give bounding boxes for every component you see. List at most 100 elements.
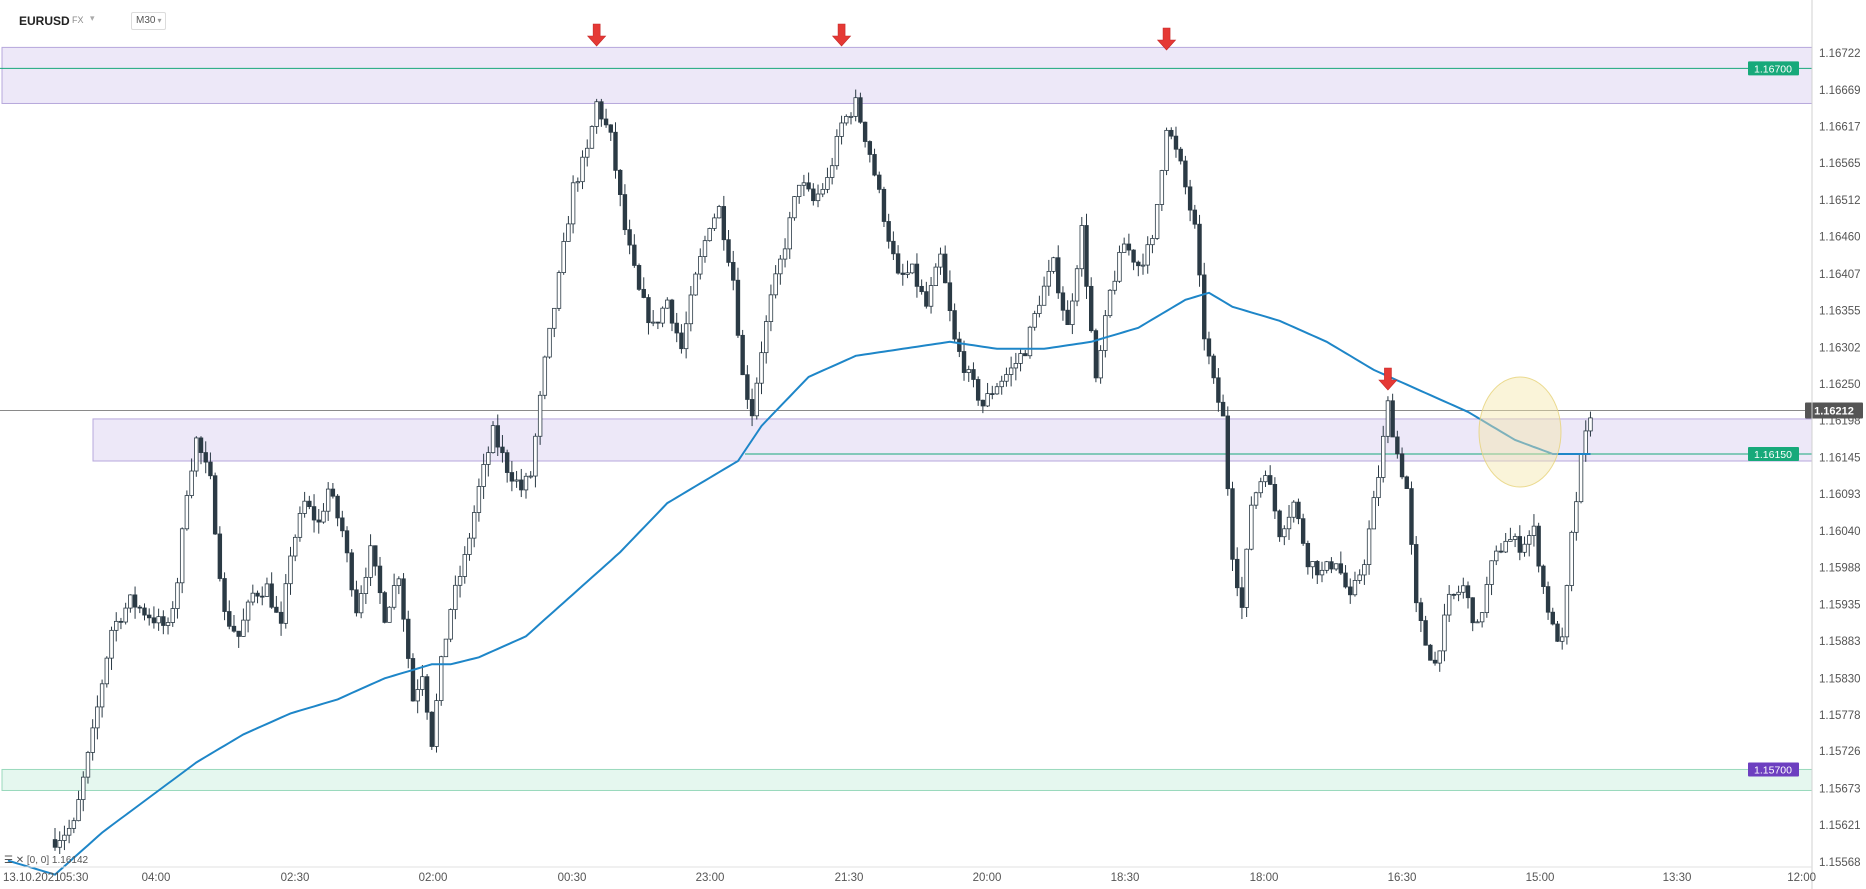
candle-body (1145, 244, 1150, 266)
candle-body (994, 386, 1000, 395)
candle-body (1187, 186, 1193, 211)
candle-body (980, 399, 986, 407)
candle-body (1178, 148, 1183, 162)
candle-body (957, 338, 962, 352)
candle-body (1060, 292, 1066, 311)
moving-average-line (7, 291, 1591, 876)
candle-body (424, 676, 430, 713)
candle-body (401, 578, 406, 620)
candle-body (1216, 377, 1221, 403)
candle-body (589, 126, 595, 149)
candle-body (1225, 415, 1230, 490)
candle-body (999, 380, 1004, 388)
candle-body (792, 196, 797, 219)
candle-body (971, 369, 976, 380)
y-tick-label: 1.16040 (1819, 526, 1861, 538)
candle-body (914, 263, 920, 287)
candle-body (1244, 548, 1249, 608)
candle-body (698, 256, 703, 275)
candle-body (439, 656, 444, 702)
candle-body (429, 711, 434, 747)
candle-body (509, 472, 515, 482)
candle-body (1371, 497, 1376, 530)
candle-body (938, 253, 943, 268)
symbol-label[interactable]: EURUSD (19, 14, 70, 28)
candle-body (608, 124, 613, 133)
candle-body (1051, 257, 1056, 272)
moving-average-layer (7, 291, 1591, 876)
candle-body (495, 425, 500, 448)
candle-body (618, 169, 623, 195)
candle-body (731, 261, 736, 281)
candle-body (566, 223, 571, 242)
candle-body (194, 437, 199, 472)
candle-body (1136, 261, 1141, 267)
menu-icon[interactable]: ☰ ✕ (4, 855, 27, 866)
candle-body (1508, 539, 1513, 542)
candle-body (288, 555, 293, 585)
indicator-value: [0, 0] 1.16142 (26, 855, 89, 866)
candle-body (1381, 435, 1386, 478)
candle-body (1357, 574, 1362, 581)
candle-body (1267, 475, 1273, 485)
candle-body (674, 322, 679, 334)
candle-body (71, 820, 77, 829)
x-tick-label: 23:00 (696, 872, 725, 884)
candle-body (1089, 285, 1094, 332)
candle-body (146, 614, 152, 619)
candle-body (85, 752, 91, 778)
candle-body (726, 239, 731, 263)
candle-body (354, 589, 359, 614)
candle-body (373, 545, 378, 567)
candle-body (1574, 501, 1579, 533)
candle-body (1409, 488, 1414, 545)
candle-body (1494, 550, 1499, 562)
candle-body (340, 517, 345, 532)
y-tick-label: 1.16565 (1819, 158, 1861, 170)
candle-body (344, 530, 350, 554)
level-label-bg (1748, 446, 1799, 461)
current-price-label: 1.16212 (1814, 406, 1854, 418)
candle-body (1065, 309, 1070, 326)
candle-body (1503, 540, 1508, 553)
y-tick-label: 1.16198 (1819, 415, 1861, 427)
candle-body (297, 513, 303, 538)
candle-body (801, 182, 807, 186)
candle-body (754, 382, 759, 417)
candle-body (829, 165, 835, 178)
y-tick-label: 1.15988 (1819, 563, 1861, 575)
candle-body (768, 294, 774, 322)
candle-body (514, 479, 519, 482)
candle-body (1338, 563, 1344, 574)
x-tick-label: 04:00 (142, 872, 171, 884)
candle-body (335, 495, 340, 519)
level-layer: 1.16700 1.16150 1.15700 1.16212 (0, 61, 1863, 777)
chevron-down-icon[interactable]: ▾ (90, 13, 95, 23)
candle-body (1140, 264, 1146, 267)
x-tick-label: 21:30 (835, 872, 864, 884)
candle-body (52, 839, 58, 848)
x-tick-label: 00:30 (558, 872, 587, 884)
candle-body (118, 620, 124, 623)
candle-body (1202, 274, 1207, 340)
candle-body (622, 194, 628, 231)
candle-body (603, 118, 609, 126)
candle-body (208, 461, 213, 477)
candle-body (255, 592, 260, 597)
candle-body (128, 594, 133, 609)
candle-body (778, 258, 783, 275)
candle-body (1056, 257, 1061, 294)
candle-body (877, 174, 882, 190)
candle-body (1032, 313, 1037, 328)
candle-body (1498, 550, 1504, 553)
annotation-layer (586, 23, 1562, 488)
candle-body (222, 578, 227, 612)
candle-body (1583, 430, 1588, 455)
timeframe-selector[interactable]: M30 ▾ (131, 12, 167, 30)
candle-body (212, 475, 218, 535)
candle-body (749, 399, 755, 417)
candle-body (104, 657, 110, 685)
x-tick-label: 15:00 (1526, 872, 1555, 884)
candle-body (349, 552, 354, 591)
